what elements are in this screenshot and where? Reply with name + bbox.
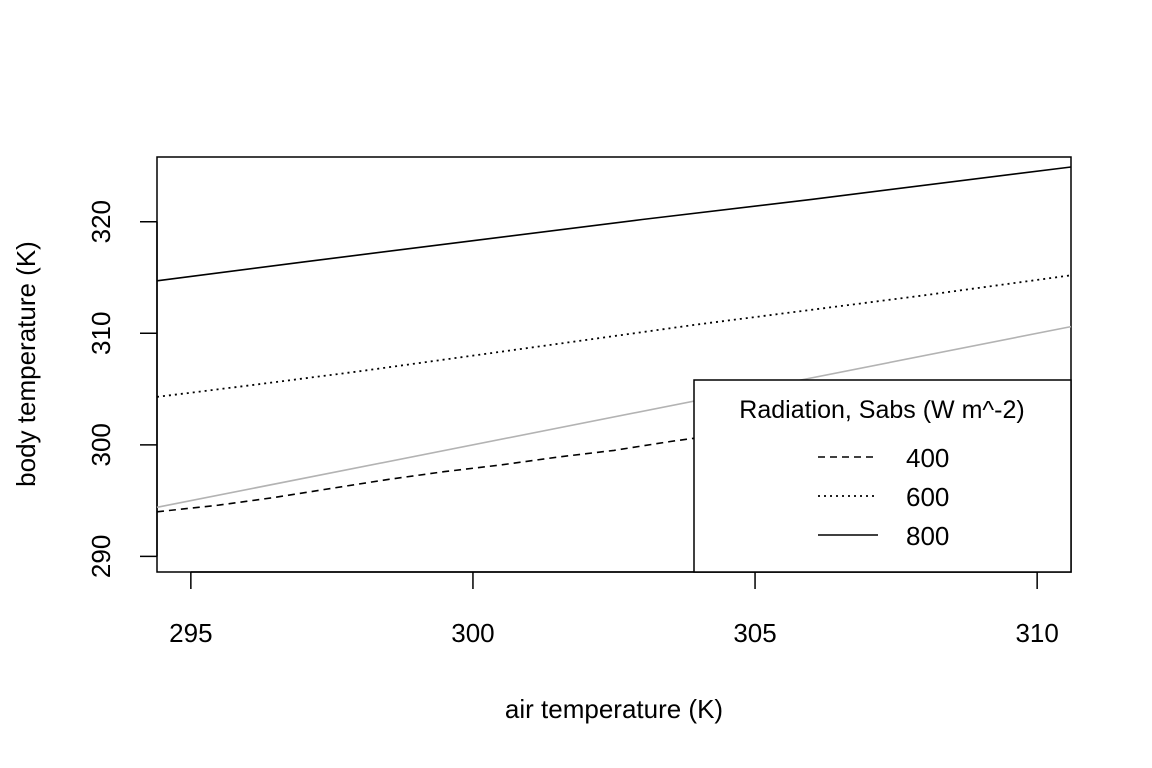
x-tick-label: 310 bbox=[1015, 618, 1058, 648]
series-layer bbox=[156, 166, 1072, 513]
y-axis: 290 300 310 320 bbox=[86, 200, 158, 578]
y-axis-title: body temperature (K) bbox=[11, 241, 41, 487]
series-line-600 bbox=[156, 274, 1072, 398]
legend-label-800: 800 bbox=[906, 521, 949, 551]
series-line-400 bbox=[156, 388, 1072, 513]
y-tick-label: 310 bbox=[86, 312, 116, 355]
x-tick-label: 305 bbox=[733, 618, 776, 648]
x-axis: 295 300 305 310 bbox=[169, 571, 1059, 648]
legend-label-600: 600 bbox=[906, 482, 949, 512]
legend-label-400: 400 bbox=[906, 443, 949, 473]
legend-box bbox=[693, 379, 1072, 573]
x-axis-title: air temperature (K) bbox=[505, 694, 723, 724]
series-line-reference bbox=[156, 325, 1072, 509]
y-tick-label: 290 bbox=[86, 535, 116, 578]
legend: Radiation, Sabs (W m^-2) 400 600 800 bbox=[693, 379, 1072, 573]
y-tick-label: 320 bbox=[86, 200, 116, 243]
x-tick-label: 295 bbox=[169, 618, 212, 648]
x-tick-label: 300 bbox=[451, 618, 494, 648]
series-line-800 bbox=[156, 166, 1072, 282]
legend-title: Radiation, Sabs (W m^-2) bbox=[739, 396, 1024, 424]
y-tick-label: 300 bbox=[86, 423, 116, 466]
